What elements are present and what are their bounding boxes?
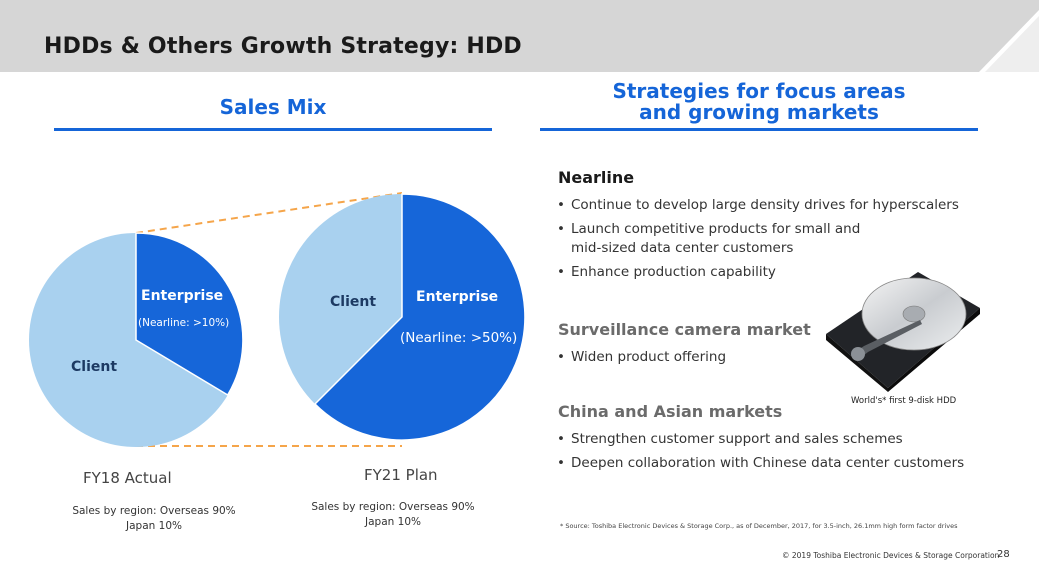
nearline-bullet-2: Launch competitive products for small an… xyxy=(557,220,997,258)
fy21-region-line2: Japan 10% xyxy=(365,516,421,528)
nearline-bullet-1: Continue to develop large density drives… xyxy=(557,196,997,215)
fy18-enterprise-label: Enterprise xyxy=(141,288,224,304)
surveillance-bullet-1: Widen product offering xyxy=(557,348,817,367)
nearline-bullet-3: Enhance production capability xyxy=(557,263,997,282)
copyright: © 2019 Toshiba Electronic Devices & Stor… xyxy=(782,551,1000,560)
hdd-actuator-arm xyxy=(852,320,922,360)
fy21-client-label: Client xyxy=(330,294,377,310)
china-bullet-2: Deepen collaboration with Chinese data c… xyxy=(557,454,997,473)
fy18-caption: FY18 Actual xyxy=(83,469,172,487)
hdd-image xyxy=(826,272,980,392)
hdd-spindle xyxy=(902,305,926,323)
nearline-list: Continue to develop large density drives… xyxy=(557,196,997,287)
hdd-pivot xyxy=(851,347,865,361)
fy18-region-line1: Sales by region: Overseas 90% xyxy=(72,505,236,517)
page-title: HDDs & Others Growth Strategy: HDD xyxy=(44,34,522,59)
china-list: Strengthen customer support and sales sc… xyxy=(557,430,997,478)
fy21-caption: FY21 Plan xyxy=(364,466,438,484)
surveillance-list: Widen product offering xyxy=(557,348,817,372)
china-heading: China and Asian markets xyxy=(558,402,783,421)
nearline-bullet-2-line2: mid-sized data center customers xyxy=(571,240,794,256)
fy21-nearline-label: (Nearline: >50%) xyxy=(400,330,518,346)
fy21-enterprise-slice xyxy=(313,193,526,441)
fy21-enterprise-label: Enterprise xyxy=(416,289,499,305)
title-bar-shape xyxy=(0,0,1039,72)
fy18-client-label: Client xyxy=(71,359,118,375)
sales-mix-heading: Sales Mix xyxy=(219,95,327,119)
china-bullet-1: Strengthen customer support and sales sc… xyxy=(557,430,997,449)
fy18-nearline-label: (Nearline: >10%) xyxy=(138,317,230,329)
sales-mix-pies xyxy=(29,192,526,447)
nearline-bullet-2-line1: Launch competitive products for small an… xyxy=(571,221,861,237)
hdd-case-side xyxy=(826,334,888,392)
strategies-heading-line1: Strategies for focus areas xyxy=(612,79,906,103)
surveillance-heading: Surveillance camera market xyxy=(558,320,811,339)
hdd-caption: World's* first 9-disk HDD xyxy=(851,396,957,406)
footnote-source: * Source: Toshiba Electronic Devices & S… xyxy=(560,522,958,530)
nearline-heading: Nearline xyxy=(558,168,635,187)
sales-mix-rule xyxy=(54,128,492,131)
connector-top-line xyxy=(135,192,403,234)
strategies-heading-line2: and growing markets xyxy=(639,100,879,124)
fy18-enterprise-slice xyxy=(135,232,244,397)
title-bar: HDDs & Others Growth Strategy: HDD xyxy=(0,0,1039,72)
fy18-region-line2: Japan 10% xyxy=(126,520,182,532)
page-number: 28 xyxy=(997,549,1010,560)
strategies-rule xyxy=(540,128,978,131)
fy21-region-line1: Sales by region: Overseas 90% xyxy=(311,501,475,513)
